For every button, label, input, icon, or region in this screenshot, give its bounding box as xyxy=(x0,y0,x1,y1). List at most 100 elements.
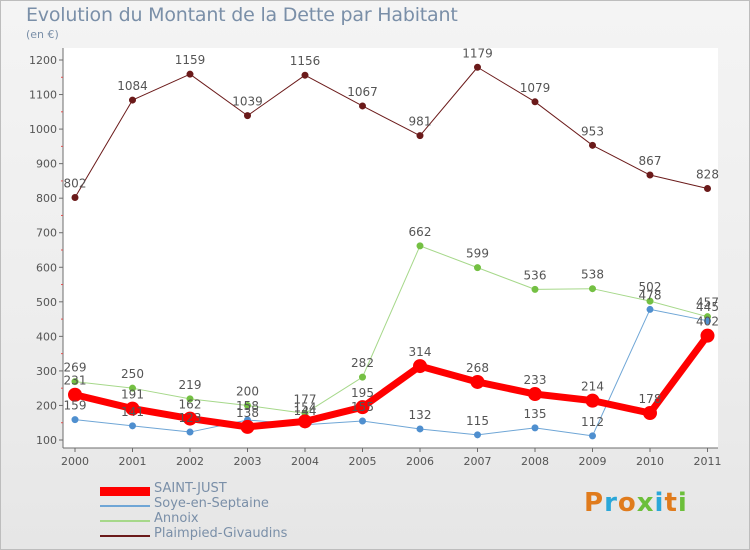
data-label-annoix: 457 xyxy=(696,296,719,310)
data-point-soye-en-septaine xyxy=(646,305,654,313)
data-label-saint-just: 138 xyxy=(236,406,259,420)
data-point-soye-en-septaine xyxy=(71,416,79,424)
y-tick-label: 1100 xyxy=(29,89,57,102)
data-label-plaimpied-givaudins: 1079 xyxy=(520,81,551,95)
data-point-annoix xyxy=(359,373,366,381)
legend-swatch-soye-en-septaine xyxy=(100,505,150,507)
data-point-annoix xyxy=(416,242,424,250)
data-label-soye-en-septaine: 158 xyxy=(236,399,259,413)
y-tick-label: 500 xyxy=(36,296,57,309)
y-tick-label: 200 xyxy=(36,399,57,412)
data-point-annoix xyxy=(589,285,596,293)
data-point-soye-en-septaine xyxy=(589,432,596,440)
x-tick-label: 2007 xyxy=(464,455,492,468)
x-tick-label: 2000 xyxy=(61,455,89,468)
legend-swatch-saint-just xyxy=(100,486,150,496)
data-label-saint-just: 214 xyxy=(581,380,604,394)
data-label-plaimpied-givaudins: 828 xyxy=(696,168,719,182)
y-tick-label: 400 xyxy=(36,330,57,343)
data-label-soye-en-septaine: 123 xyxy=(179,411,202,425)
data-point-plaimpied-givaudins xyxy=(704,185,711,193)
data-point-plaimpied-givaudins xyxy=(531,98,539,106)
plot-area xyxy=(63,48,718,448)
data-point-plaimpied-givaudins xyxy=(301,71,309,79)
data-label-annoix: 282 xyxy=(351,356,374,370)
data-point-soye-en-septaine xyxy=(704,317,711,325)
y-tick-label: 1000 xyxy=(29,123,57,136)
y-tick-label: 600 xyxy=(36,261,57,274)
data-point-annoix xyxy=(244,401,251,409)
data-label-plaimpied-givaudins: 1067 xyxy=(347,85,378,99)
data-label-plaimpied-givaudins: 1084 xyxy=(117,79,148,93)
data-point-plaimpied-givaudins xyxy=(474,63,481,71)
x-tick-label: 2006 xyxy=(406,455,434,468)
data-point-saint-just xyxy=(68,387,82,402)
data-label-soye-en-septaine: 132 xyxy=(409,408,432,422)
data-label-soye-en-septaine: 144 xyxy=(294,404,317,418)
y-tick-label: 300 xyxy=(36,365,57,378)
data-label-saint-just: 195 xyxy=(351,386,374,400)
data-label-soye-en-septaine: 445 xyxy=(696,300,719,314)
series-line-annoix xyxy=(74,245,708,414)
data-label-plaimpied-givaudins: 802 xyxy=(64,176,87,190)
data-label-saint-just: 191 xyxy=(121,388,144,402)
legend-label-saint-just: SAINT-JUST xyxy=(154,481,227,496)
proxiti-logo: Proxiti xyxy=(584,488,688,518)
data-label-soye-en-septaine: 135 xyxy=(524,407,547,421)
data-point-saint-just xyxy=(643,406,657,421)
data-point-soye-en-septaine xyxy=(416,425,424,433)
data-point-saint-just xyxy=(298,414,312,429)
data-label-annoix: 599 xyxy=(466,247,489,261)
data-point-plaimpied-givaudins xyxy=(646,171,654,179)
legend-swatch-plaimpied-givaudins xyxy=(100,535,150,537)
legend-label-annoix: Annoix xyxy=(154,511,199,526)
data-label-annoix: 502 xyxy=(639,280,662,294)
data-point-plaimpied-givaudins xyxy=(416,132,424,140)
series-line-plaimpied-givaudins xyxy=(74,66,708,198)
data-point-annoix xyxy=(186,395,194,403)
data-point-soye-en-septaine xyxy=(186,428,194,436)
data-label-plaimpied-givaudins: 953 xyxy=(581,124,604,138)
data-point-saint-just xyxy=(700,328,715,343)
data-label-annoix: 662 xyxy=(409,225,432,239)
y-tick-label: 100 xyxy=(36,434,57,447)
data-point-soye-en-septaine xyxy=(474,431,481,439)
legend-label-plaimpied-givaudins: Plaimpied-Givaudins xyxy=(154,526,288,541)
legend-swatch-annoix xyxy=(100,520,150,522)
data-point-plaimpied-givaudins xyxy=(186,70,194,78)
data-label-annoix: 219 xyxy=(179,378,202,392)
data-label-saint-just: 162 xyxy=(179,398,202,412)
legend-label-soye-en-septaine: Soye-en-Septaine xyxy=(154,496,269,511)
series-line-soye-en-septaine xyxy=(74,308,708,437)
data-point-saint-just xyxy=(183,411,197,426)
data-point-plaimpied-givaudins xyxy=(359,102,366,110)
y-tick-label: 1200 xyxy=(29,54,57,67)
x-tick-label: 2001 xyxy=(119,455,147,468)
data-label-saint-just: 268 xyxy=(466,361,489,375)
data-point-saint-just xyxy=(585,393,600,408)
x-tick-label: 2003 xyxy=(234,455,262,468)
data-label-soye-en-septaine: 155 xyxy=(351,400,374,414)
x-tick-label: 2008 xyxy=(521,455,549,468)
data-point-saint-just xyxy=(528,387,542,402)
data-point-saint-just xyxy=(125,401,140,416)
data-label-plaimpied-givaudins: 1156 xyxy=(290,54,321,68)
x-tick-label: 2010 xyxy=(636,455,664,468)
data-label-soye-en-septaine: 141 xyxy=(121,405,144,419)
data-label-annoix: 538 xyxy=(581,268,604,282)
data-point-saint-just xyxy=(355,400,370,415)
data-label-annoix: 200 xyxy=(236,384,259,398)
data-label-annoix: 536 xyxy=(524,268,547,282)
data-point-plaimpied-givaudins xyxy=(244,112,251,120)
data-label-saint-just: 231 xyxy=(64,374,87,388)
data-label-plaimpied-givaudins: 1039 xyxy=(232,95,263,109)
data-label-saint-just: 154 xyxy=(294,400,317,414)
data-label-plaimpied-givaudins: 1179 xyxy=(462,46,493,60)
data-point-soye-en-septaine xyxy=(129,422,136,430)
data-point-soye-en-septaine xyxy=(531,424,539,432)
data-label-soye-en-septaine: 115 xyxy=(466,414,489,428)
data-label-annoix: 250 xyxy=(121,367,144,381)
data-point-saint-just xyxy=(470,374,485,389)
data-label-plaimpied-givaudins: 867 xyxy=(639,154,662,168)
